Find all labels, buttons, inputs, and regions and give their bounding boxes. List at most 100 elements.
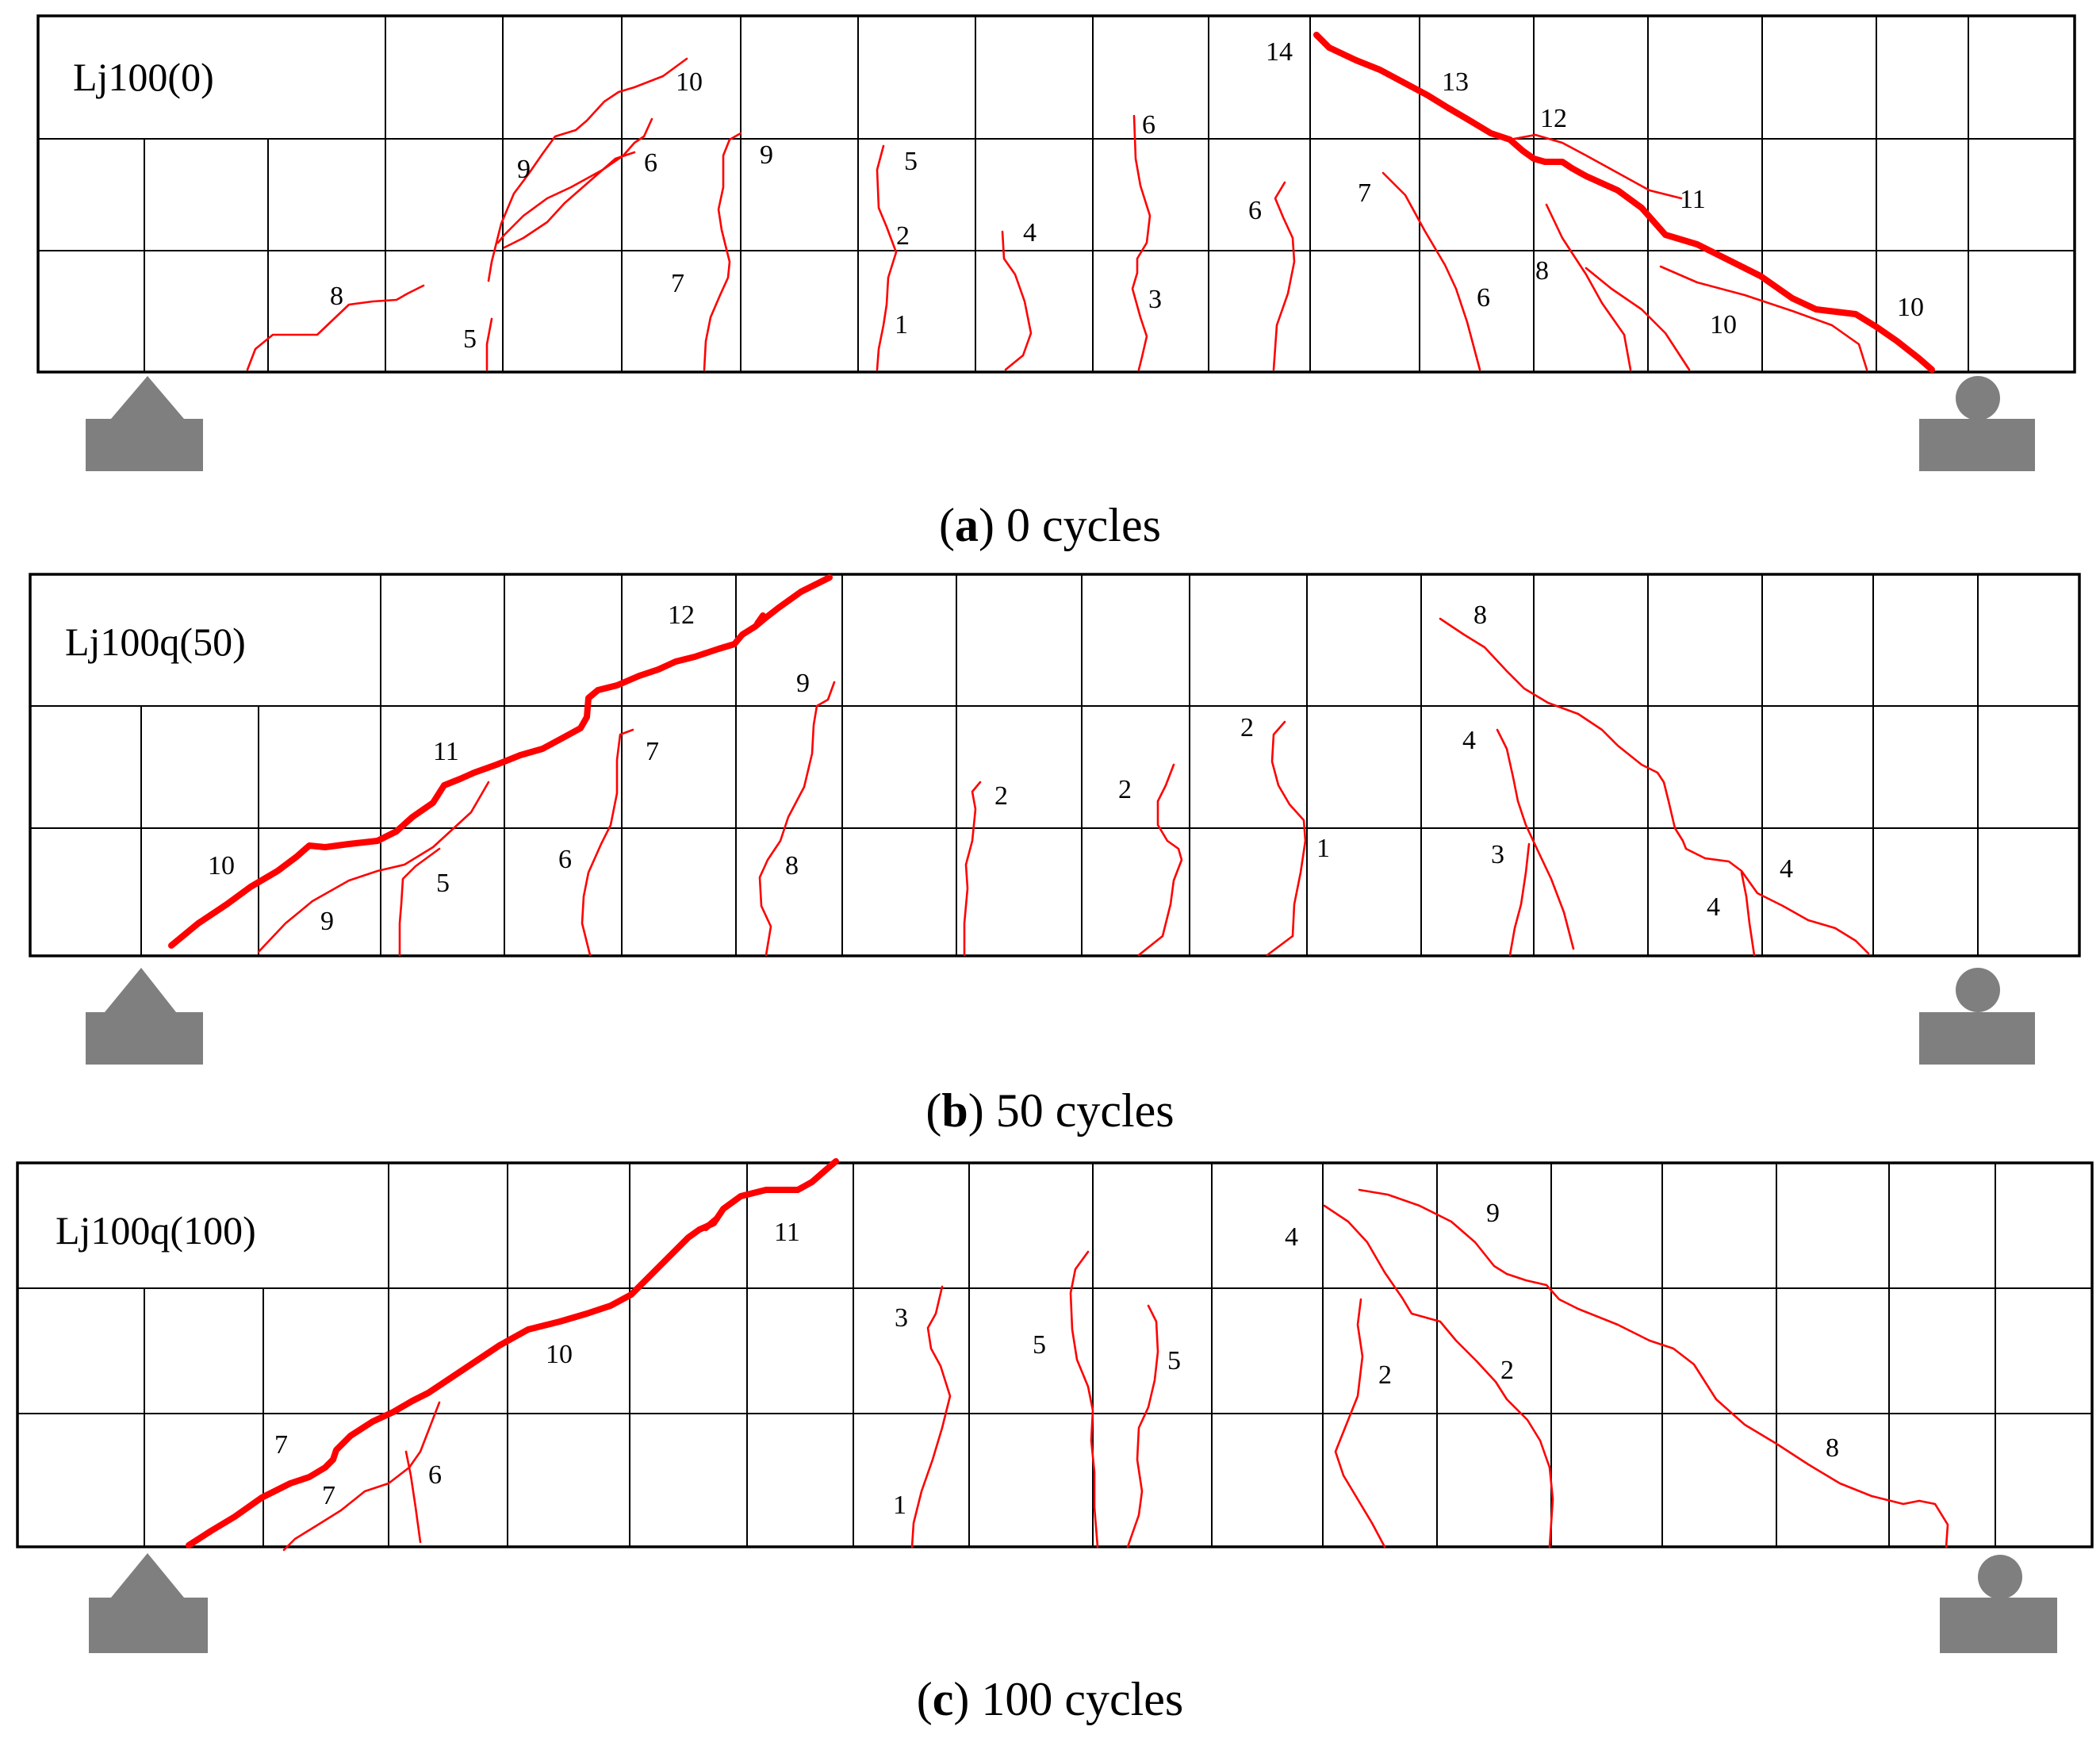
crack	[1585, 267, 1691, 371]
crack-number-label: 10	[1710, 310, 1737, 340]
crack	[1496, 728, 1575, 950]
crack-number-label: 9	[320, 907, 334, 936]
crack	[1131, 114, 1152, 371]
roller-support-a	[1919, 376, 2035, 471]
crack-number-label: 12	[1540, 104, 1567, 133]
crack	[1137, 763, 1183, 957]
beam-panel-c: Lj100q(100) 11 10 9 8 7 7 6 5 5 4 3 2	[16, 1158, 2094, 1653]
crack	[1272, 181, 1296, 371]
crack	[910, 1285, 952, 1548]
crack	[1001, 230, 1033, 371]
crack-number-label: 12	[668, 600, 695, 630]
main-crack	[754, 612, 766, 627]
crack-number-label: 6	[558, 845, 572, 874]
crack-number-label: 1	[1316, 834, 1330, 863]
crack-labels-b: 12 11 10 9 9 8 8 7 6 5 4 4 4 3 2 2 2 1	[208, 600, 1793, 936]
crack	[257, 781, 490, 953]
crack-number-label: 10	[546, 1340, 573, 1369]
crack-number-label: 6	[1248, 196, 1262, 225]
crack-number-label: 11	[774, 1218, 800, 1247]
crack-number-label: 9	[517, 155, 531, 184]
caption-text-c: ) 100 cycles	[953, 1673, 1184, 1725]
crack-number-label: 2	[1378, 1360, 1392, 1390]
crack-number-label: 6	[1142, 110, 1155, 140]
vertical-grid-a	[144, 16, 1969, 372]
crack-number-label: 6	[1477, 283, 1490, 313]
crack	[963, 781, 982, 957]
crack-number-label: 1	[895, 310, 908, 340]
crack	[1508, 133, 1683, 200]
crack-number-label: 9	[1486, 1199, 1500, 1228]
crack-number-label: 2	[1240, 713, 1254, 742]
cracks-a	[246, 32, 1935, 373]
crack	[398, 847, 441, 957]
cracks-b	[168, 574, 1870, 957]
crack-number-label: 3	[1491, 840, 1504, 869]
main-crack	[168, 574, 833, 949]
crack-number-label: 10	[208, 851, 235, 880]
crack-number-label: 8	[1473, 600, 1487, 630]
crack	[876, 144, 898, 371]
main-crack	[186, 1158, 839, 1548]
crack-number-label: 5	[1033, 1330, 1046, 1360]
pin-support-b	[86, 968, 203, 1065]
crack	[1334, 1298, 1386, 1548]
crack-number-label: 8	[1535, 256, 1549, 286]
crack-number-label: 13	[1442, 67, 1469, 97]
crack-number-label: 14	[1266, 37, 1293, 67]
crack	[503, 151, 636, 249]
crack	[246, 284, 425, 371]
crack	[1740, 871, 1756, 957]
crack	[1508, 842, 1531, 957]
crack-number-label: 4	[1285, 1222, 1298, 1252]
crack	[1323, 1204, 1554, 1548]
crack	[485, 317, 493, 371]
crack-number-label: 4	[1023, 218, 1037, 247]
caption-letter-c: c	[932, 1673, 954, 1725]
crack	[1069, 1250, 1099, 1548]
crack-number-label: 7	[646, 737, 659, 766]
crack-number-label: 9	[796, 669, 810, 698]
caption-letter-a: a	[955, 499, 979, 551]
caption-c: (c) 100 cycles	[916, 1673, 1184, 1725]
pin-support-c	[89, 1553, 208, 1653]
crack-number-label: 3	[1148, 285, 1162, 314]
crack	[1358, 1188, 1949, 1548]
pin-support-a	[86, 376, 203, 471]
crack-number-label: 4	[1780, 854, 1793, 884]
crack-number-label: 7	[671, 269, 684, 298]
crack-number-label: 7	[274, 1430, 288, 1460]
crack-number-label: 8	[1826, 1433, 1839, 1463]
caption-b: (b) 50 cycles	[925, 1084, 1175, 1137]
vertical-grid-c	[144, 1163, 1996, 1547]
crack-number-label: 6	[644, 148, 657, 178]
crack-number-label: 11	[433, 737, 459, 766]
vertical-grid-b	[140, 574, 1979, 956]
crack	[703, 132, 742, 371]
crack-labels-c: 11 10 9 8 7 7 6 5 5 4 3 2 2 1	[274, 1199, 1839, 1520]
beam-label-a: Lj100(0)	[73, 55, 214, 99]
crack	[1545, 203, 1632, 371]
caption-text-a: ) 0 cycles	[979, 499, 1161, 551]
crack-number-label: 2	[1500, 1356, 1514, 1385]
crack-number-label: 10	[676, 67, 703, 97]
crack-number-label: 6	[428, 1460, 442, 1490]
caption-a: (a) 0 cycles	[939, 499, 1161, 551]
crack	[496, 117, 653, 244]
cracks-c	[186, 1158, 1949, 1552]
crack-number-label: 3	[895, 1303, 908, 1333]
crack-number-label: 5	[904, 147, 918, 176]
roller-support-c	[1940, 1555, 2057, 1653]
crack	[1659, 265, 1868, 371]
crack	[1381, 171, 1481, 371]
crack-number-label: 2	[1118, 775, 1132, 804]
crack	[282, 1401, 441, 1552]
main-crack	[703, 1215, 720, 1231]
crack-number-label: 1	[893, 1491, 906, 1520]
crack-number-label: 5	[463, 324, 477, 354]
crack	[1266, 720, 1307, 957]
crack-number-label: 7	[1358, 178, 1371, 208]
crack-number-label: 5	[1167, 1346, 1181, 1375]
beam-panel-a: Lj100(0) 14 13 12 11 10 10 10	[36, 14, 2076, 471]
